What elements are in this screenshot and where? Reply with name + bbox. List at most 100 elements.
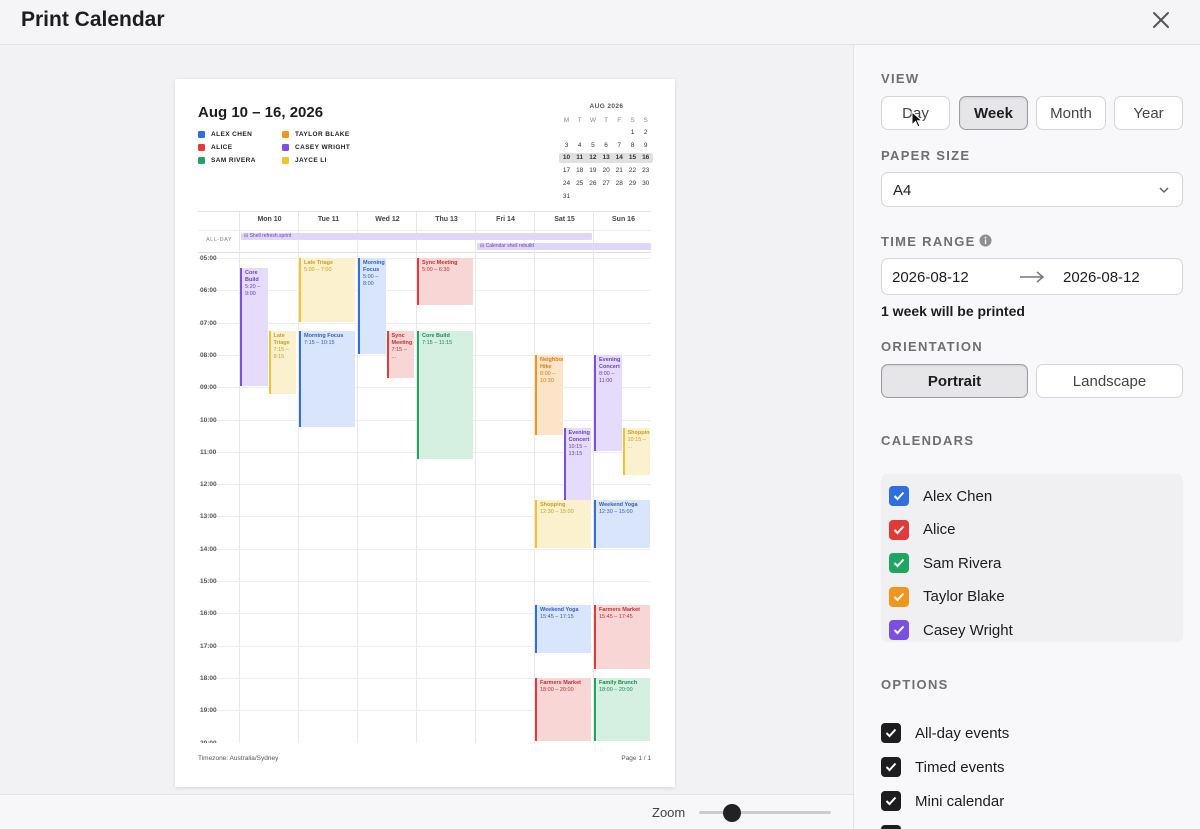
option-item[interactable]: Mini calendar	[881, 789, 1004, 813]
day-header: Sun 16	[612, 216, 635, 223]
mini-day: 15	[628, 154, 637, 162]
calendar-event[interactable]: Morning Focus 7:15 – 10:15	[299, 330, 355, 427]
calendar-item[interactable]: Alex Chen	[889, 484, 992, 508]
day-header: Wed 12	[375, 216, 400, 223]
calendar-item[interactable]: Casey Wright	[889, 618, 1013, 642]
calendar-event[interactable]: Sync Meeting 7:15 – ...	[386, 330, 414, 379]
calendar-name: Casey Wright	[923, 621, 1013, 639]
calendar-event[interactable]: Core Build 5:20 – 9:00	[240, 267, 268, 387]
calendar-item[interactable]: Sam Rivera	[889, 551, 1001, 575]
mini-day: 20	[602, 167, 610, 175]
calendars-label: CALENDARS	[881, 433, 975, 448]
calendar-event[interactable]: Morning Focus 5:00 – 8:00	[358, 258, 386, 354]
calendar-checkbox[interactable]	[889, 519, 909, 540]
hour-label: 20:00	[200, 739, 217, 744]
event-title: Evening Concert	[568, 429, 590, 443]
hour-line	[198, 516, 651, 518]
calendar-item[interactable]: Taylor Blake	[889, 585, 1005, 609]
mini-weekday: T	[577, 117, 582, 124]
view-year-button[interactable]: Year	[1114, 96, 1183, 130]
dialog-header: Print Calendar	[0, 0, 1200, 45]
event-title: Morning Focus	[363, 260, 385, 273]
calendar-checkbox[interactable]	[889, 586, 909, 607]
mini-weekday: F	[617, 117, 622, 124]
event-title: Late Triage	[273, 332, 290, 346]
mini-day: 23	[642, 167, 650, 175]
option-checkbox[interactable]	[881, 791, 901, 811]
day-header: Tue 11	[317, 216, 340, 223]
event-time: 18:00 – 20:00	[599, 686, 633, 693]
option-label: Timed events	[915, 758, 1005, 776]
zoom-slider-track[interactable]	[699, 811, 831, 814]
calendar-event[interactable]: Family Brunch 18:00 – 20:00	[594, 677, 650, 742]
option-item[interactable]: All-day events	[881, 721, 1009, 745]
calendar-event[interactable]: Farmers Market 15:45 – 17:45	[594, 605, 650, 669]
mini-day: 25	[576, 179, 584, 187]
hour-line	[198, 742, 651, 743]
calendar-event[interactable]: Late Triage 7:15 – 9:15	[268, 330, 296, 395]
calendar-event[interactable]: Shopping10:15 – ...	[622, 427, 651, 475]
portrait-button[interactable]: Portrait	[881, 364, 1028, 398]
hour-label: 08:00	[200, 351, 217, 359]
calendar-event[interactable]: Shopping 12:30 – 15:00	[535, 500, 591, 548]
hour-line	[198, 710, 651, 712]
info-icon[interactable]	[979, 234, 992, 247]
legend-label: ALEX CHEN	[211, 131, 253, 138]
paper-size-select[interactable]: A4	[881, 172, 1183, 207]
hour-label: 14:00	[200, 545, 217, 553]
calendar-event[interactable]: Weekend Yoga 12:30 – 15:00	[594, 500, 650, 548]
view-day-button[interactable]: Day	[881, 96, 950, 130]
event-title: Late Triage	[304, 260, 334, 266]
hour-label: 18:00	[200, 674, 217, 682]
event-time: 12:30 – 15:00	[540, 509, 574, 516]
event-time: 18:00 – 20:00	[540, 686, 574, 693]
landscape-button[interactable]: Landscape	[1036, 364, 1183, 398]
mini-day: 12	[589, 154, 597, 162]
hour-label: 19:00	[200, 707, 217, 715]
option-item[interactable]: Timed events	[881, 755, 1004, 779]
event-time: 5:00 – 8:00	[363, 274, 379, 287]
calendar-event[interactable]: Farmers Market 18:00 – 20:00	[535, 677, 591, 742]
legend-item: ALEX CHEN	[198, 131, 252, 138]
calendar-event[interactable]: Neighbor Hike 8:00 – 10:30	[535, 354, 563, 435]
event-time: 8:00 – 11:00	[599, 370, 615, 384]
event-title: Family Brunch	[599, 679, 638, 686]
legend-label: CASEY WRIGHT	[295, 144, 351, 151]
view-week-button[interactable]: Week	[959, 96, 1028, 130]
allday-event[interactable]: ⊟ Shell refresh sprint	[241, 233, 592, 240]
calendar-event[interactable]: Sync Meeting 5:00 – 6:30	[417, 258, 473, 306]
hour-label: 09:00	[200, 384, 217, 392]
event-title: Shopping	[627, 429, 651, 436]
calendar-item[interactable]: Alice	[889, 518, 956, 542]
mini-day: 28	[615, 179, 623, 187]
range-end-input[interactable]: 2026-08-12	[1063, 269, 1140, 286]
view-month-button[interactable]: Month	[1036, 96, 1106, 130]
legend-label: JAYCE LI	[295, 157, 327, 164]
calendar-event[interactable]: Weekend Yoga 15:45 – 17:15	[535, 605, 591, 653]
calendar-event[interactable]: Core Build 7:15 – 11:15	[417, 330, 473, 459]
event-time: 7:15 – ...	[391, 346, 407, 360]
calendar-event[interactable]: Evening Concert 8:00 – 11:00	[594, 354, 622, 451]
allday-event[interactable]: ⊟ Calendar shell rebuild	[477, 243, 651, 250]
event-title: Neighbor Hike	[540, 356, 563, 370]
option-checkbox[interactable]	[881, 757, 901, 777]
close-icon[interactable]	[1149, 8, 1173, 32]
option-checkbox-partial[interactable]	[881, 825, 901, 829]
zoom-bar: Zoom	[0, 794, 853, 829]
day-divider	[239, 212, 240, 743]
mini-weekday: W	[589, 117, 596, 124]
calendar-checkbox[interactable]	[889, 486, 909, 506]
view-label: VIEW	[881, 71, 920, 86]
calendar-event[interactable]: Late Triage 5:00 – 7:00	[299, 258, 355, 322]
calendar-checkbox[interactable]	[889, 620, 909, 641]
range-start-input[interactable]: 2026-08-12	[892, 269, 969, 286]
mini-day: 30	[642, 179, 650, 187]
zoom-slider-handle[interactable]	[723, 804, 741, 822]
hour-label: 07:00	[200, 319, 217, 327]
mini-day: 17	[562, 167, 571, 175]
calendar-checkbox[interactable]	[889, 553, 909, 574]
mini-weekday: S	[630, 117, 635, 124]
mini-day: 26	[589, 179, 597, 187]
legend-swatch	[282, 144, 289, 151]
option-checkbox[interactable]	[881, 723, 901, 743]
